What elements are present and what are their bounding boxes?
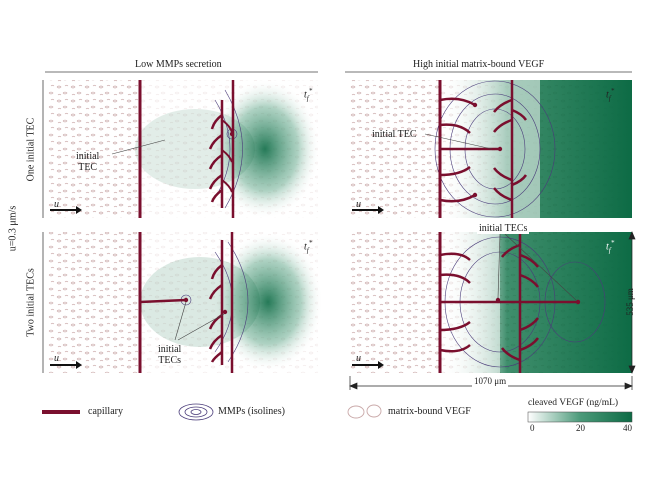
colorbar-tick-0: 0 <box>530 423 535 433</box>
annotation-initial-tecs-bottom-left: initial TECs <box>158 344 182 366</box>
column-title-right: High initial matrix-bound VEGF <box>413 59 545 70</box>
colorbar-title: cleaved VEGF (ng/mL) <box>528 398 619 408</box>
legend-vegf-label: matrix-bound VEGF <box>388 406 471 417</box>
legend-capillary-label: capillary <box>88 406 123 417</box>
colorbar-tick-20: 20 <box>576 423 585 433</box>
time-label-top-right: tf* <box>606 87 615 103</box>
flow-label-top-right: u <box>356 199 361 210</box>
flow-label-bottom-left: u <box>54 353 59 364</box>
colorbar <box>527 411 633 423</box>
legend-vegf-swatch <box>347 404 382 419</box>
panel-top-left <box>48 79 320 219</box>
panel-top-right <box>350 80 632 218</box>
annotation-initial-tec-top-left: initial TEC <box>76 151 100 173</box>
time-label-bottom-left: tf* <box>304 239 313 255</box>
panel-bottom-left <box>48 232 323 373</box>
legend-mmps-swatch <box>178 403 214 421</box>
row-title-top: One initial TEC <box>25 117 37 182</box>
time-label-bottom-right: tf* <box>606 239 615 255</box>
dimension-height <box>628 231 636 374</box>
legend-mmps-label: MMPs (isolines) <box>218 406 285 417</box>
annotation-initial-tecs-bottom-right: initial TECs <box>477 223 530 234</box>
flow-label-bottom-right: u <box>356 353 361 364</box>
annotation-initial-tec-top-right: initial TEC <box>372 129 417 140</box>
colorbar-tick-40: 40 <box>623 423 632 433</box>
velocity-label: u=0.3 μm/s <box>7 205 19 252</box>
annotation-leader <box>111 139 166 155</box>
dimension-height-label: 535 μm <box>625 288 635 316</box>
flow-label-top-left: u <box>54 199 59 210</box>
column-title-left: Low MMPs secretion <box>135 59 222 70</box>
row-title-bottom: Two initial TECs <box>25 268 37 337</box>
panel-bottom-right <box>350 232 632 373</box>
time-label-top-left: tf* <box>304 87 313 103</box>
dimension-width-label: 1070 μm <box>472 376 509 387</box>
